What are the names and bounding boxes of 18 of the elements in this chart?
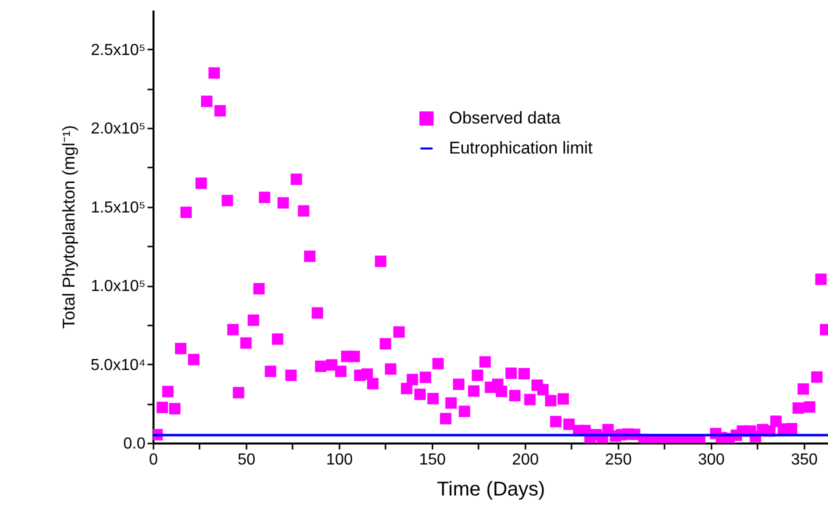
x-tick-label: 250 bbox=[605, 452, 632, 468]
y-tick-label: 2.5x10⁵ bbox=[90, 42, 146, 59]
x-tick-label: 200 bbox=[512, 452, 539, 468]
x-tick-label: 0 bbox=[149, 452, 158, 468]
y-axis-title: Total Phytoplankton (mgl⁻¹) bbox=[60, 125, 79, 329]
y-tick-label: 2.0x10⁵ bbox=[90, 120, 146, 138]
x-axis-title: Time (Days) bbox=[436, 478, 546, 500]
y-tick-label: 1.5x10⁵ bbox=[90, 199, 146, 216]
x-tick-label: 100 bbox=[326, 452, 353, 468]
y-tick-label: 0.0 bbox=[123, 436, 146, 452]
legend-label: Observed data bbox=[449, 108, 562, 128]
x-tick-label: 150 bbox=[419, 452, 446, 468]
legend-label: Eutrophication limit bbox=[449, 138, 593, 158]
y-tick-label: 5.0x10⁴ bbox=[90, 356, 146, 374]
x-tick-label: 350 bbox=[790, 452, 818, 468]
x-tick-label: 50 bbox=[238, 452, 256, 468]
x-tick-label: 300 bbox=[698, 452, 725, 468]
y-tick-label: 1.0x10⁵ bbox=[90, 278, 146, 296]
